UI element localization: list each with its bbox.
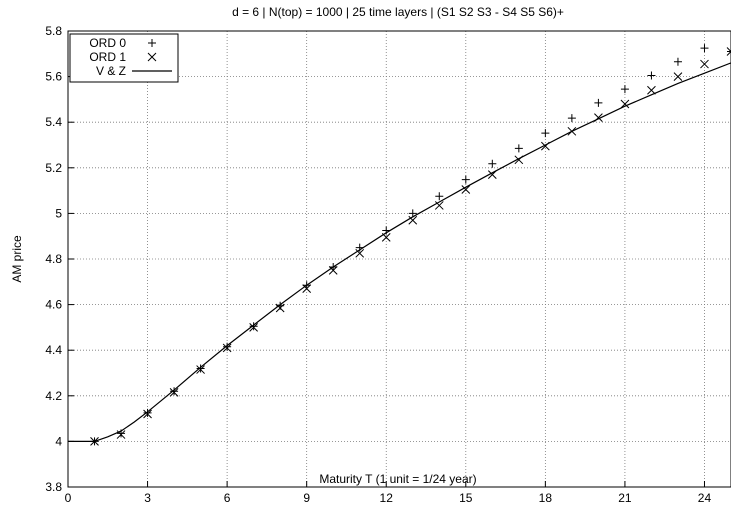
ord1-point [647, 85, 656, 95]
ord0-point [567, 114, 576, 123]
legend-label: V & Z [96, 64, 126, 78]
ord1-point [275, 303, 285, 313]
plot-area [68, 44, 731, 446]
ord0-point [700, 44, 709, 53]
series-cross [90, 47, 731, 446]
ord1-point [461, 185, 471, 194]
legend-box [69, 33, 179, 83]
y-tick-label: 5.4 [45, 115, 62, 129]
ord1-point [143, 409, 152, 419]
x-tick-label: 18 [539, 491, 553, 505]
ord0-point [594, 98, 603, 107]
x-tick-label: 24 [698, 491, 712, 505]
ord1-point [196, 365, 205, 374]
ord1-point [355, 248, 365, 258]
ord1-point [726, 47, 731, 56]
ord0-point [435, 192, 444, 201]
chart-title: d = 6 | N(top) = 1000 | 25 time layers |… [232, 5, 564, 19]
x-tick-label: 21 [618, 491, 632, 505]
legend-label: ORD 1 [89, 50, 126, 64]
ord1-point [700, 59, 709, 69]
x-axis-label: Maturity T (1 unit = 1/24 year) [319, 472, 476, 486]
ord0-point [647, 71, 656, 80]
ord0-point [170, 387, 179, 396]
ord1-point [434, 201, 444, 210]
x-tick-label: 12 [380, 491, 394, 505]
y-tick-label: 5.6 [45, 70, 62, 84]
y-tick-label: 4.2 [45, 389, 62, 403]
ord1-point [249, 323, 258, 332]
ord1-point [328, 266, 338, 275]
ord0-point [196, 364, 205, 373]
ord0-point [488, 159, 497, 168]
ord0-point [249, 322, 258, 331]
x-tick-label: 3 [144, 491, 151, 505]
ord1-point [408, 215, 418, 225]
ord1-point [302, 284, 312, 293]
y-tick-label: 5.8 [45, 24, 62, 38]
x-tick-label: 0 [65, 491, 72, 505]
legend-label: ORD 0 [89, 36, 126, 50]
ord0-point [514, 144, 523, 153]
ord0-point [408, 209, 417, 218]
y-axis-label: AM price [10, 235, 24, 283]
ord1-point [673, 72, 683, 81]
y-tick-label: 4.6 [45, 298, 62, 312]
series-line [68, 62, 731, 442]
series-plus [90, 44, 731, 446]
x-tick-label: 6 [224, 491, 231, 505]
ord0-point [727, 47, 731, 56]
y-tick-label: 4 [55, 434, 62, 448]
ord0-point [673, 57, 682, 66]
ord0-point [541, 129, 550, 138]
ord0-point [461, 175, 470, 184]
ord0-point [223, 342, 232, 351]
ord0-point [148, 39, 156, 47]
ord1-point [147, 52, 157, 62]
y-tick-label: 4.4 [45, 343, 62, 357]
plot-frame [67, 30, 731, 488]
ord0-point [143, 408, 152, 417]
ord1-point [222, 343, 232, 353]
x-tick-label: 15 [459, 491, 473, 505]
y-tick-label: 5 [55, 206, 62, 220]
grid [67, 30, 731, 488]
y-tick-label: 3.8 [45, 480, 62, 494]
ord1-point [620, 99, 630, 109]
x-tick-label: 9 [303, 491, 310, 505]
vz-line [68, 62, 731, 442]
y-tick-label: 4.8 [45, 252, 62, 266]
axis-ticks: 0 3 6 9 12 15 18 21 24 3.8 4 4.2 4.4 4.6 4.8 5 5.2 5.4 5.6… [45, 24, 711, 505]
y-tick-label: 5.2 [45, 161, 62, 175]
ord0-point [620, 85, 629, 94]
ord1-point [169, 388, 179, 397]
